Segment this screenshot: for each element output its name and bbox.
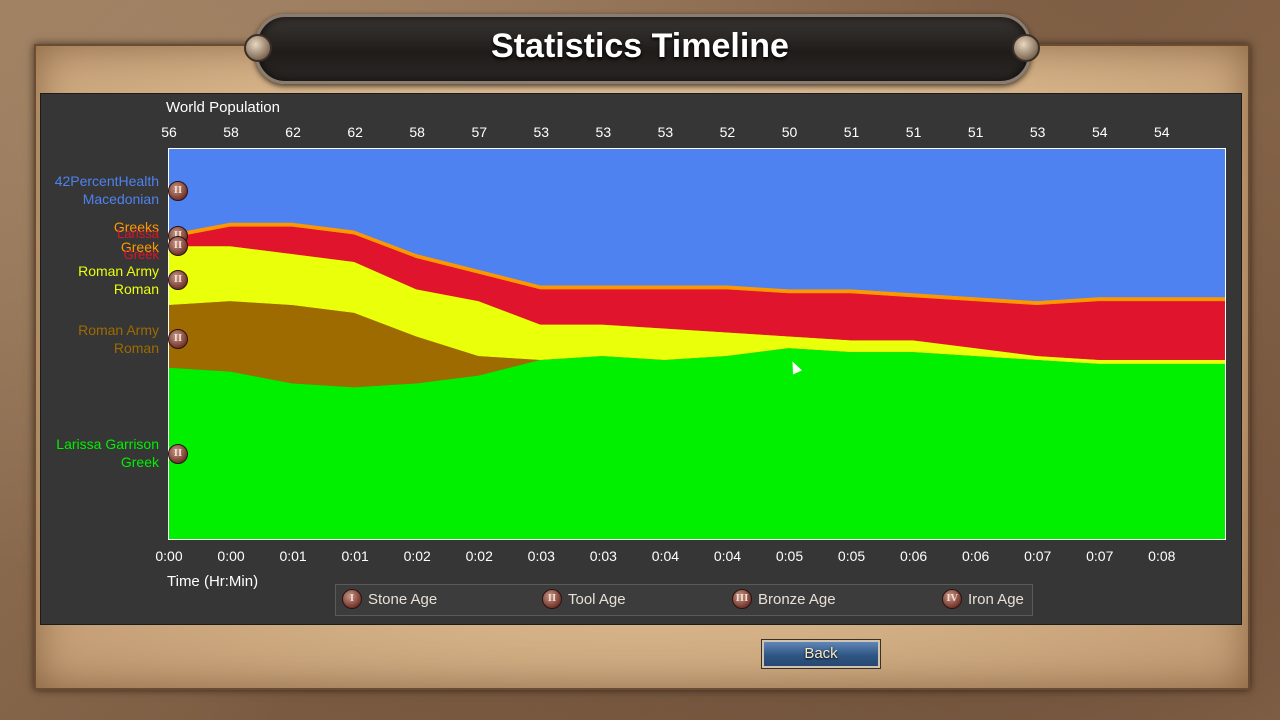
population-tick-label: 62 (285, 124, 301, 140)
population-tick-label: 53 (657, 124, 674, 140)
series-area-5 (168, 148, 1226, 302)
time-tick-label: 0:02 (465, 548, 493, 564)
population-tick-label: 57 (471, 124, 488, 140)
chart-title: World Population (166, 99, 280, 116)
population-tick-label: 56 (161, 124, 177, 140)
player-label-larissa: Larissa (117, 226, 159, 241)
population-tick-label: 54 (1091, 124, 1108, 140)
population-tick-label: 53 (595, 124, 612, 140)
player-civ: Greek (120, 454, 159, 470)
player-label-macedonian: 42PercentHealth Macedonian (55, 172, 159, 208)
player-civ: Roman (113, 340, 159, 356)
page-title: Statistics Timeline (491, 27, 789, 65)
time-tick-label: 0:06 (899, 548, 928, 564)
player-label-roman-yellow: Roman Army Roman (78, 262, 159, 298)
stone-age-icon: I (342, 589, 362, 610)
player-civ-greeks: Greek (120, 239, 159, 255)
legend-tool-age: II Tool Age (542, 589, 626, 611)
population-tick-label: 58 (409, 124, 425, 140)
time-tick-label: 0:00 (217, 548, 245, 564)
time-tick-label: 0:01 (279, 548, 307, 564)
age-badge-icon: II (168, 329, 188, 349)
tool-age-icon: II (542, 589, 562, 610)
player-name: 42PercentHealth (54, 173, 159, 189)
time-tick-label: 0:08 (1148, 548, 1176, 564)
population-tick-label: 51 (967, 124, 984, 140)
back-button[interactable]: Back (762, 640, 880, 668)
time-tick-label: 0:07 (1024, 548, 1052, 564)
age-badge-icon: II (168, 236, 188, 256)
population-tick-label: 51 (843, 124, 860, 140)
legend-label: Tool Age (568, 591, 626, 608)
age-legend: I Stone Age II Tool Age III Bronze Age IV Ir… (335, 584, 1033, 616)
legend-stone-age: I Stone Age (342, 589, 437, 611)
population-tick-label: 52 (719, 124, 736, 140)
player-civ: Macedonian (82, 191, 159, 207)
legend-label: Bronze Age (758, 591, 836, 608)
population-tick-label: 53 (533, 124, 550, 140)
time-tick-label: 0:07 (1086, 548, 1114, 564)
player-name: Larissa Garrison (56, 436, 159, 452)
title-ornament-left-icon (244, 34, 272, 62)
time-tick-label: 0:04 (651, 548, 680, 564)
time-tick-label: 0:03 (527, 548, 555, 564)
age-badge-icon: II (168, 270, 188, 290)
legend-label: Iron Age (968, 591, 1024, 608)
player-civ-larissa: Greek (123, 247, 159, 262)
player-name: Roman Army (78, 263, 159, 279)
time-tick-label: 0:01 (341, 548, 369, 564)
age-badge-icon: II (168, 444, 188, 464)
bronze-age-icon: III (732, 589, 752, 610)
time-tick-label: 0:05 (775, 548, 804, 564)
time-tick-label: 0:02 (403, 548, 431, 564)
time-tick-label: 0:06 (962, 548, 990, 564)
population-tick-label: 53 (1029, 124, 1046, 140)
legend-iron-age: IV Iron Age (942, 589, 1024, 611)
player-label-larissa-garrison: Larissa Garrison Greek (56, 435, 159, 471)
time-tick-label: 0:05 (837, 548, 866, 564)
player-label-roman-brown: Roman Army Roman (78, 321, 159, 357)
time-tick-label: 0:00 (155, 548, 183, 564)
time-tick-label: 0:03 (589, 548, 617, 564)
population-area-chart (168, 148, 1226, 540)
player-label-greeks: Greeks (114, 218, 159, 236)
population-tick-label: 50 (781, 124, 798, 140)
time-tick-label: 0:04 (713, 548, 742, 564)
population-tick-label: 62 (347, 124, 363, 140)
legend-bronze-age: III Bronze Age (732, 589, 836, 611)
legend-label: Stone Age (368, 591, 438, 608)
player-name: Larissa (117, 226, 159, 241)
population-tick-label: 54 (1154, 124, 1170, 140)
player-name: Greeks (113, 219, 159, 235)
title-plate (255, 14, 1031, 84)
iron-age-icon: IV (942, 589, 962, 610)
age-badge-icon: II (168, 181, 188, 201)
title-ornament-right-icon (1012, 34, 1040, 62)
player-civ: Roman (113, 281, 159, 297)
x-axis-label: Time (Hr:Min) (167, 573, 259, 590)
population-tick-label: 58 (223, 124, 239, 140)
population-tick-label: 51 (905, 124, 922, 140)
player-name: Roman Army (78, 322, 159, 338)
